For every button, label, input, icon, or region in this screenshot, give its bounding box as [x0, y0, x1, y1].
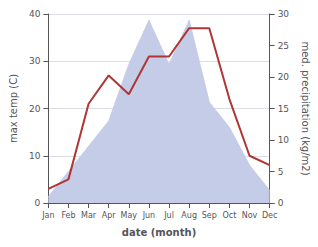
- svg-text:Apr: Apr: [102, 211, 117, 220]
- svg-text:Sep: Sep: [202, 211, 217, 220]
- svg-text:30: 30: [278, 9, 290, 19]
- svg-text:10: 10: [29, 151, 41, 161]
- svg-text:Oct: Oct: [222, 211, 236, 220]
- svg-text:Mar: Mar: [81, 211, 97, 220]
- svg-text:date (month): date (month): [122, 227, 196, 238]
- svg-text:med. precipitation (kg/m2): med. precipitation (kg/m2): [300, 41, 311, 175]
- svg-text:Dec: Dec: [262, 211, 277, 220]
- svg-text:5: 5: [278, 167, 284, 177]
- svg-text:max temp (C): max temp (C): [8, 74, 19, 143]
- svg-text:Nov: Nov: [242, 211, 258, 220]
- svg-text:15: 15: [278, 104, 289, 114]
- svg-text:30: 30: [29, 56, 41, 66]
- svg-text:Jan: Jan: [41, 211, 54, 220]
- svg-text:20: 20: [29, 104, 41, 114]
- svg-text:25: 25: [278, 41, 289, 51]
- svg-text:0: 0: [35, 198, 41, 208]
- svg-text:Feb: Feb: [61, 211, 75, 220]
- svg-text:Jun: Jun: [142, 211, 156, 220]
- svg-text:0: 0: [278, 198, 284, 208]
- svg-text:20: 20: [278, 72, 290, 82]
- svg-text:40: 40: [29, 9, 41, 19]
- svg-text:10: 10: [278, 135, 290, 145]
- svg-text:Aug: Aug: [181, 211, 197, 220]
- svg-text:May: May: [121, 211, 138, 220]
- svg-text:Jul: Jul: [163, 211, 174, 220]
